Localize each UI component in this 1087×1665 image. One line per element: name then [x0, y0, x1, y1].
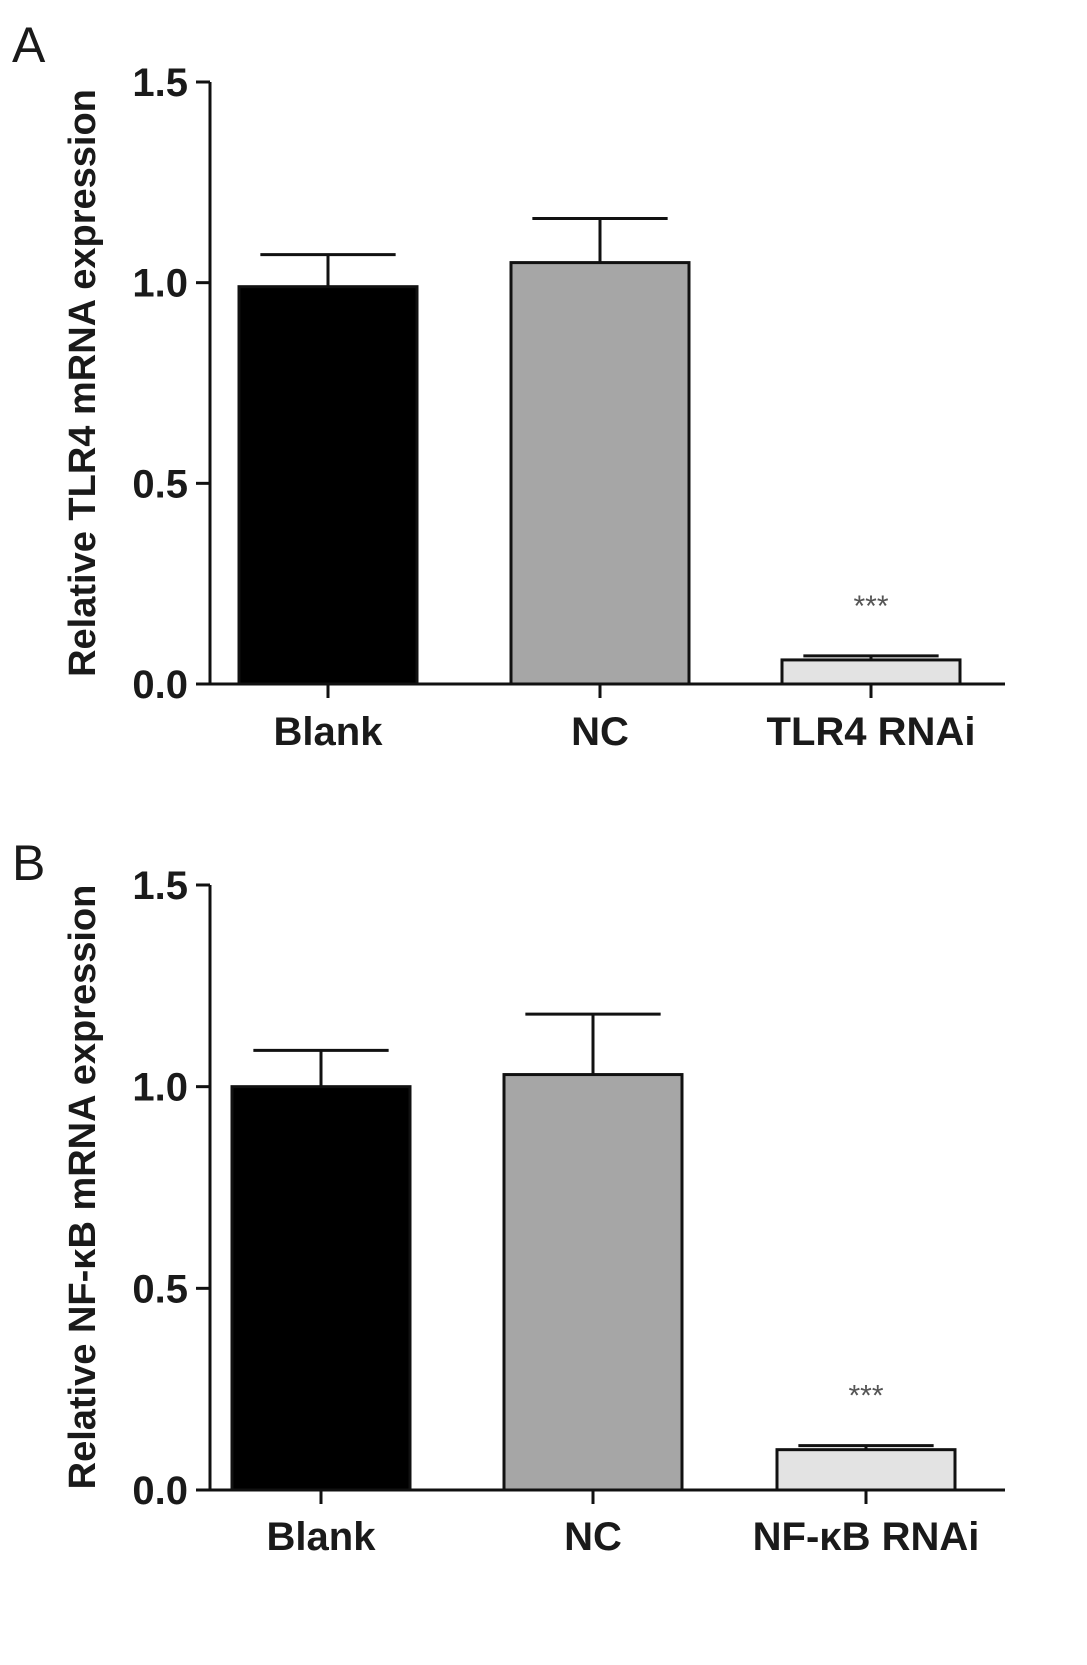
x-tick-label: NF-κB RNAi: [753, 1515, 980, 1559]
panel-letter: B: [12, 835, 45, 891]
x-tick-label: Blank: [267, 1515, 377, 1559]
y-tick-label: 0.0: [132, 1469, 188, 1513]
y-axis-label: Relative TLR4 mRNA expression: [62, 89, 104, 677]
bar-nf-b-rnai: [775, 1448, 957, 1492]
y-tick-label: 1.5: [132, 864, 188, 908]
significance-marker: ***: [848, 1380, 883, 1413]
x-tick-label: TLR4 RNAi: [767, 710, 976, 754]
y-tick-label: 0.5: [132, 462, 188, 506]
significance-marker: ***: [853, 590, 888, 623]
bar-blank: [237, 285, 419, 686]
y-tick-label: 0.5: [132, 1267, 188, 1311]
x-tick-label: NC: [564, 1515, 622, 1559]
y-tick-label: 1.5: [132, 61, 188, 105]
bar-nc: [502, 1073, 684, 1492]
bar-nc: [509, 261, 691, 686]
x-tick-label: Blank: [274, 710, 384, 754]
y-tick-label: 1.0: [132, 1066, 188, 1110]
bar-blank: [230, 1085, 412, 1492]
y-axis-label: Relative NF-κB mRNA expression: [62, 885, 104, 1490]
panel-letter: A: [12, 17, 46, 73]
x-tick-label: NC: [571, 710, 629, 754]
panel-b: B Relative NF-κB mRNA expression Blank NC **…: [12, 835, 1005, 1559]
bar-tlr4-rnai: [780, 658, 962, 686]
y-tick-label: 1.0: [132, 262, 188, 306]
y-tick-label: 0.0: [132, 663, 188, 707]
panel-a: A Relative TLR4 mRNA expression Blank NC ***…: [12, 17, 1005, 754]
